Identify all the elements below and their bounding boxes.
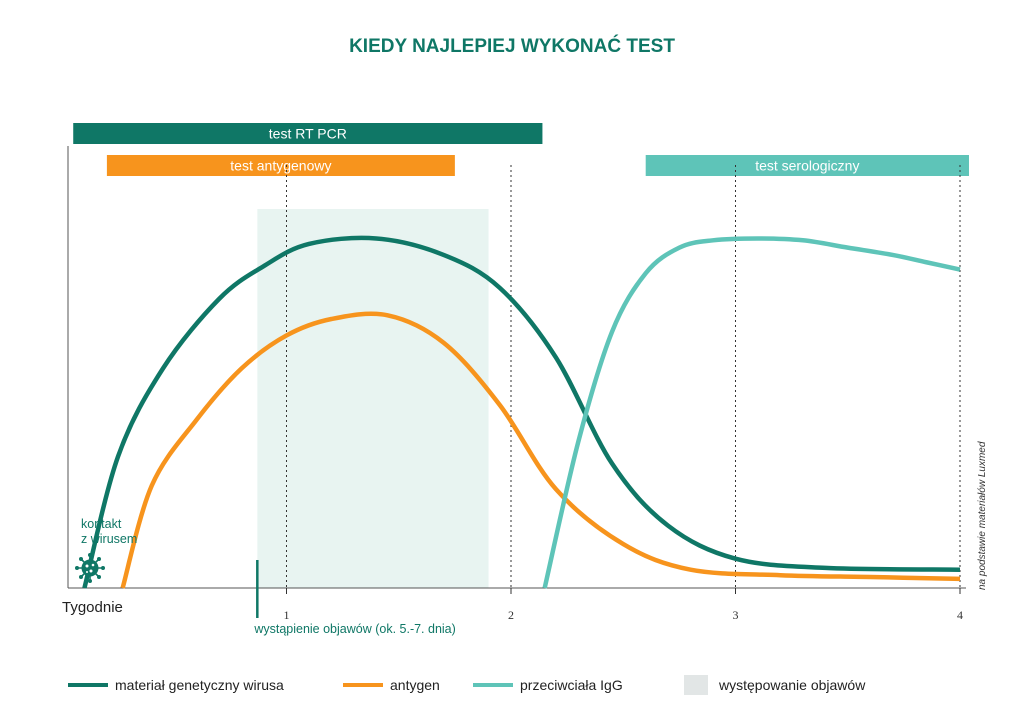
contact-label-line2: z wirusem: [81, 532, 137, 546]
test-bar-2: [645, 155, 969, 176]
x-tick-label-0: 1: [284, 608, 290, 622]
gridlines: [286, 165, 961, 588]
symptoms-region: [257, 209, 489, 588]
test-bar-label-0: test RT PCR: [269, 126, 347, 142]
test-bars: test RT PCR test antygenowy test serologic…: [73, 123, 969, 176]
x-axis-label: Tygodnie: [62, 599, 123, 616]
x-ticks: 1 2 3 4: [284, 588, 963, 622]
series-line-2: [542, 236, 961, 589]
test-bar-0: [73, 123, 543, 144]
x-tick-label-3: 4: [957, 608, 963, 622]
test-bar-label-1: test antygenowy: [230, 158, 331, 174]
legend-label-1: antygen: [390, 677, 440, 693]
chart-title: KIEDY NAJLEPIEJ WYKONAĆ TEST: [349, 35, 675, 57]
symptom-onset-label: wystąpienie objawów (ok. 5.-7. dnia): [253, 622, 456, 636]
test-bar-1: [106, 155, 455, 176]
legend: materiał genetyczny wirusa antygen przeciw…: [68, 675, 866, 695]
series-group: [82, 235, 961, 589]
virus-icon: [75, 553, 105, 583]
legend-label-3: występowanie objawów: [718, 677, 866, 693]
legend-label-2: przeciwciała IgG: [520, 677, 623, 693]
legend-label-0: materiał genetyczny wirusa: [115, 677, 284, 693]
legend-swatch-3: [684, 675, 708, 695]
series-line-1: [120, 311, 961, 589]
contact-label-line1: kontakt: [81, 517, 122, 531]
x-tick-label-1: 2: [508, 608, 514, 622]
source-note: na podstawie materiałów Luxmed: [977, 441, 988, 590]
series-line-0: [82, 235, 961, 589]
x-tick-label-2: 3: [733, 608, 739, 622]
test-bar-label-2: test serologiczny: [755, 158, 859, 174]
